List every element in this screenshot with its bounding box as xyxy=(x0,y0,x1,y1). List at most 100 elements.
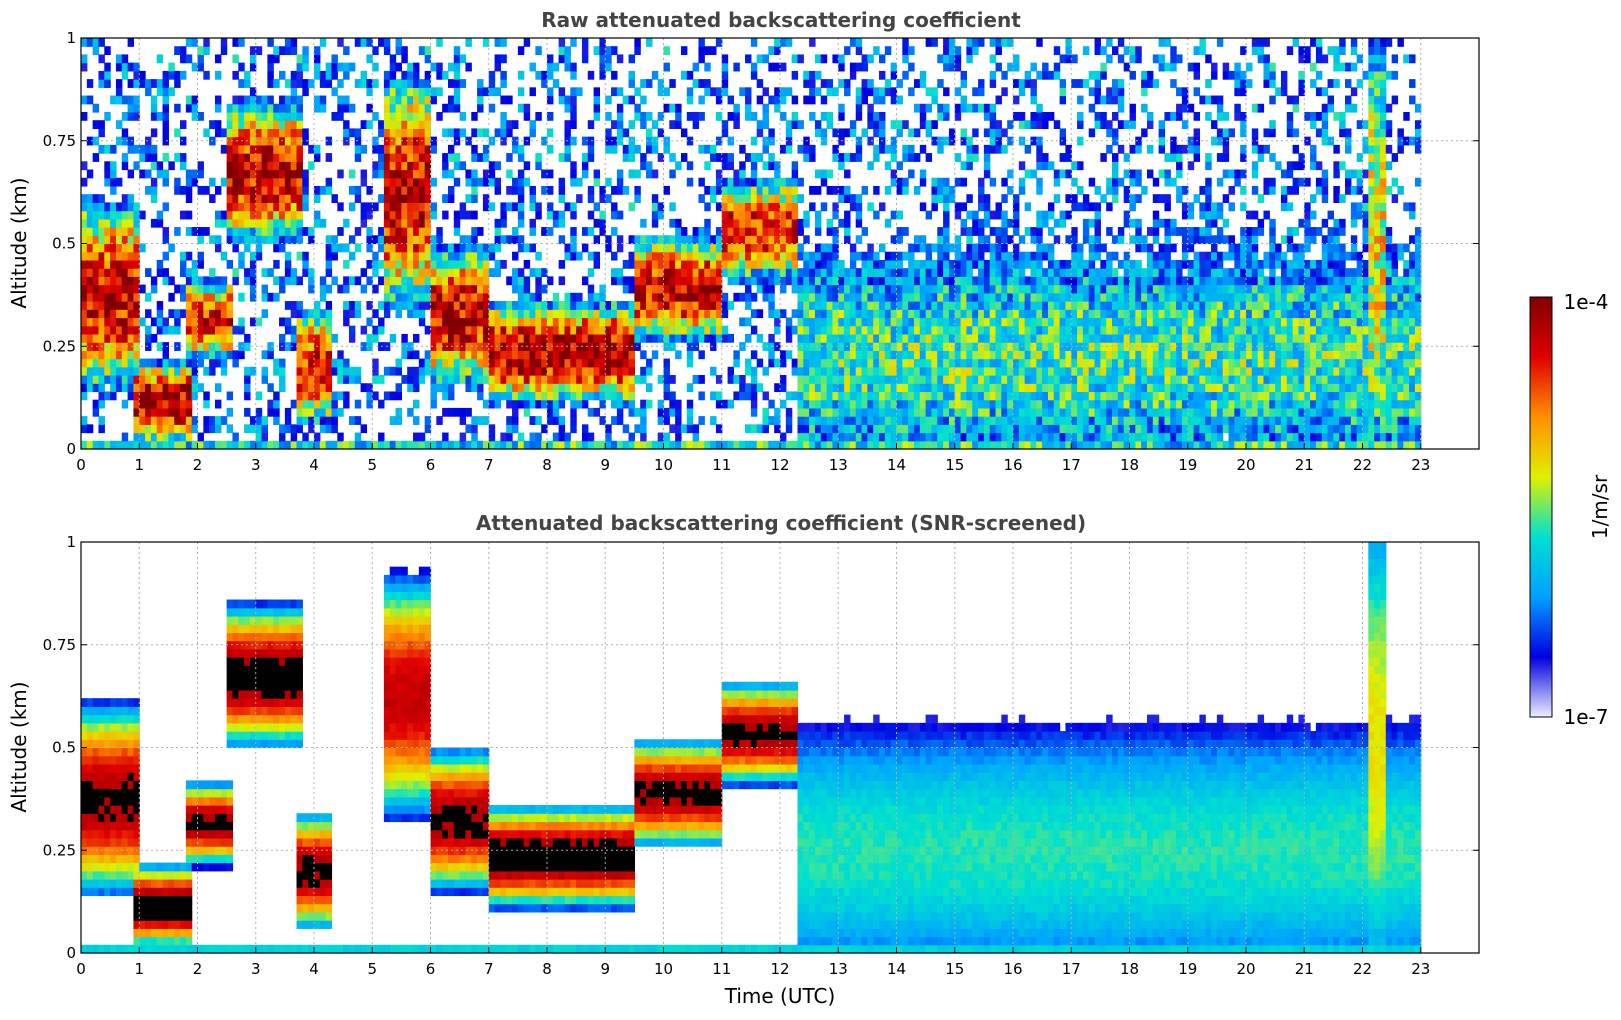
heatmap-cell xyxy=(896,317,903,327)
heatmap-cell xyxy=(861,79,868,88)
heatmap-cell xyxy=(925,309,933,319)
heatmap-cell xyxy=(535,111,542,121)
heatmap-cell xyxy=(616,407,624,417)
heatmap-cell xyxy=(721,79,729,88)
heatmap-cell xyxy=(348,103,356,113)
heatmap-cell xyxy=(884,144,892,154)
heatmap-cell xyxy=(960,391,967,401)
heatmap-cell xyxy=(337,111,344,121)
heatmap-cell xyxy=(966,325,973,335)
heatmap-cell xyxy=(605,375,612,384)
heatmap-cell xyxy=(110,301,117,310)
heatmap-cell xyxy=(465,317,472,327)
heatmap-cell xyxy=(290,235,298,245)
heatmap-cell xyxy=(430,284,437,294)
heatmap-cell xyxy=(663,440,670,450)
heatmap-cell xyxy=(383,144,391,154)
heatmap-cell xyxy=(774,227,781,236)
heatmap-cell xyxy=(698,235,705,245)
heatmap-cell xyxy=(937,301,944,310)
heatmap-cell xyxy=(145,169,152,179)
heatmap-cell xyxy=(948,317,956,327)
heatmap-cell xyxy=(226,259,234,269)
heatmap-cell xyxy=(331,358,338,368)
heatmap-cell xyxy=(692,243,700,253)
heatmap-cell xyxy=(459,309,467,319)
heatmap-cell xyxy=(424,95,432,105)
heatmap-cell xyxy=(115,309,123,319)
heatmap-cell xyxy=(424,416,432,425)
heatmap-cell xyxy=(581,432,589,442)
heatmap-cell xyxy=(943,185,950,195)
heatmap-cell xyxy=(715,292,723,302)
heatmap-cell xyxy=(1013,79,1020,88)
heatmap-cell xyxy=(873,416,880,425)
heatmap-cell xyxy=(249,185,257,195)
heatmap-cell xyxy=(966,440,973,450)
heatmap-cell xyxy=(314,432,321,442)
heatmap-cell xyxy=(232,227,239,236)
heatmap-cell xyxy=(721,399,729,409)
heatmap-cell xyxy=(826,251,834,261)
heatmap-cell xyxy=(436,366,443,376)
heatmap-cell xyxy=(413,366,420,376)
heatmap-cell xyxy=(488,268,496,277)
heatmap-cell xyxy=(861,62,868,72)
heatmap-cell xyxy=(622,317,630,327)
heatmap-cell xyxy=(1047,333,1055,343)
heatmap-cell xyxy=(366,391,373,401)
heatmap-cell xyxy=(669,375,676,384)
heatmap-cell xyxy=(1036,38,1043,47)
heatmap-cell xyxy=(383,259,391,269)
heatmap-cell xyxy=(261,103,268,113)
heatmap-cell xyxy=(943,259,950,269)
heatmap-cell xyxy=(512,120,519,130)
heatmap-cell xyxy=(593,366,601,376)
heatmap-cell xyxy=(1030,317,1037,327)
heatmap-cell xyxy=(267,177,274,187)
heatmap-cell xyxy=(517,375,525,384)
heatmap-cell xyxy=(337,407,344,417)
heatmap-cell xyxy=(517,177,525,187)
heatmap-cell xyxy=(453,407,461,417)
heatmap-cell xyxy=(523,177,531,187)
heatmap-cell xyxy=(354,440,362,450)
heatmap-cell xyxy=(389,153,397,162)
heatmap-cell xyxy=(331,391,338,401)
heatmap-cell xyxy=(203,325,210,335)
heatmap-cell xyxy=(453,87,461,97)
heatmap-cell xyxy=(442,292,449,302)
heatmap-cell xyxy=(1024,440,1032,450)
heatmap-cell xyxy=(762,366,769,376)
heatmap-cell xyxy=(943,407,950,417)
heatmap-cell xyxy=(331,111,338,121)
heatmap-cell xyxy=(331,243,338,253)
heatmap-cell xyxy=(966,416,973,425)
heatmap-cell xyxy=(943,309,950,319)
heatmap-cell xyxy=(995,399,1002,409)
heatmap-cell xyxy=(616,391,624,401)
heatmap-cell xyxy=(745,333,752,343)
heatmap-cell xyxy=(954,46,962,56)
heatmap-cell xyxy=(552,292,560,302)
heatmap-cell xyxy=(459,440,467,450)
heatmap-cell xyxy=(861,391,868,401)
heatmap-cell xyxy=(249,317,257,327)
heatmap-cell xyxy=(383,111,391,121)
heatmap-cell xyxy=(418,284,426,294)
heatmap-cell xyxy=(436,301,443,310)
heatmap-cell xyxy=(803,383,810,393)
heatmap-cell xyxy=(238,202,245,212)
heatmap-cell xyxy=(1030,120,1037,130)
heatmap-cell xyxy=(587,407,595,417)
heatmap-cell xyxy=(745,358,752,368)
heatmap-cell xyxy=(686,416,694,425)
heatmap-cell xyxy=(372,136,379,146)
heatmap-cell xyxy=(220,210,228,220)
heatmap-cell xyxy=(704,144,711,154)
heatmap-cell xyxy=(611,358,618,368)
heatmap-cell xyxy=(92,440,100,450)
heatmap-cell xyxy=(680,325,688,335)
heatmap-cell xyxy=(133,416,140,425)
heatmap-cell xyxy=(1018,424,1026,434)
